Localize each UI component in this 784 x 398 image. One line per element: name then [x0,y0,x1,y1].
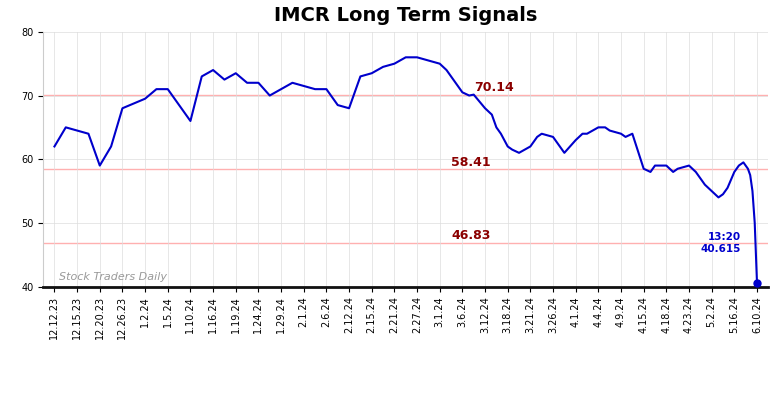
Text: 70.14: 70.14 [474,81,514,94]
Text: 58.41: 58.41 [451,156,491,168]
Text: 46.83: 46.83 [451,229,491,242]
Text: Stock Traders Daily: Stock Traders Daily [59,272,167,282]
Text: 13:20
40.615: 13:20 40.615 [701,232,741,254]
Title: IMCR Long Term Signals: IMCR Long Term Signals [274,6,537,25]
